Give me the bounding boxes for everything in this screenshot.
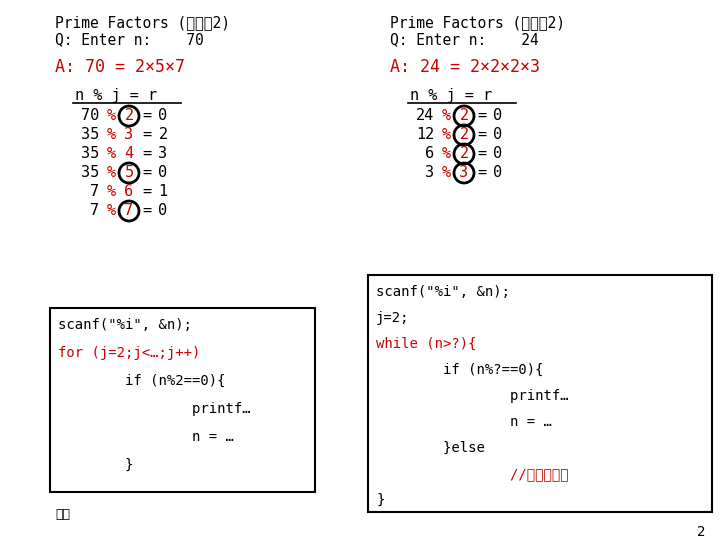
Text: 5: 5 [125,165,134,180]
Text: j=2;: j=2; [376,311,410,325]
Text: %: % [107,165,116,180]
Text: =: = [143,127,152,142]
Text: 0: 0 [493,108,503,123]
Text: 2: 2 [459,127,469,142]
Text: =: = [143,108,152,123]
Text: %: % [107,108,116,123]
Text: }else: }else [376,441,485,455]
Text: 2: 2 [697,525,705,539]
Text: 3: 3 [425,165,434,180]
Text: scanf("%i", &n);: scanf("%i", &n); [376,285,510,299]
Text: Prime Factors (賯因數2): Prime Factors (賯因數2) [55,15,230,30]
Text: =: = [143,165,152,180]
Text: 2: 2 [459,108,469,123]
Text: 35: 35 [81,127,99,142]
Text: =: = [477,146,487,161]
Text: A: 70 = 2×5×7: A: 70 = 2×5×7 [55,58,185,76]
Text: //試下一個數: //試下一個數 [376,467,569,481]
Text: if (n%?==0){: if (n%?==0){ [376,363,544,377]
Text: }: } [58,458,133,472]
Text: 0: 0 [493,127,503,142]
Text: %: % [441,108,451,123]
Text: for (j=2;j<…;j++): for (j=2;j<…;j++) [58,346,200,360]
Text: %: % [441,146,451,161]
Text: 0: 0 [493,165,503,180]
Text: 0: 0 [158,203,168,218]
Text: 賯數: 賯數 [55,508,70,521]
Text: 7: 7 [125,203,134,218]
Text: Q: Enter n:    70: Q: Enter n: 70 [55,32,204,47]
Text: 2: 2 [125,108,134,123]
Text: 0: 0 [158,165,168,180]
Text: 1: 1 [158,184,168,199]
Text: n % j = r: n % j = r [410,88,492,103]
Text: 3: 3 [459,165,469,180]
Text: 3: 3 [125,127,134,142]
Text: n = …: n = … [376,415,552,429]
Text: 7: 7 [90,203,99,218]
Text: }: } [376,493,384,507]
Text: scanf("%i", &n);: scanf("%i", &n); [58,318,192,332]
Text: if (n%2==0){: if (n%2==0){ [58,374,225,388]
Text: Q: Enter n:    24: Q: Enter n: 24 [390,32,539,47]
FancyBboxPatch shape [50,308,315,492]
Text: 35: 35 [81,165,99,180]
Text: =: = [143,146,152,161]
Text: 2: 2 [459,146,469,161]
Text: printf…: printf… [376,389,569,403]
Text: 6: 6 [425,146,434,161]
Text: n = …: n = … [58,430,234,444]
Text: 70: 70 [81,108,99,123]
Text: 2: 2 [158,127,168,142]
Text: n % j = r: n % j = r [75,88,157,103]
Text: Prime Factors (賯因數2): Prime Factors (賯因數2) [390,15,565,30]
Text: 0: 0 [158,108,168,123]
Text: A: 24 = 2×2×2×3: A: 24 = 2×2×2×3 [390,58,540,76]
Text: =: = [143,203,152,218]
Text: while (n>?){: while (n>?){ [376,337,477,351]
Text: =: = [143,184,152,199]
Text: 0: 0 [493,146,503,161]
Text: 35: 35 [81,146,99,161]
Text: 4: 4 [125,146,134,161]
Text: %: % [441,127,451,142]
Text: =: = [477,165,487,180]
Text: 6: 6 [125,184,134,199]
Text: 12: 12 [415,127,434,142]
Text: =: = [477,127,487,142]
Text: 3: 3 [158,146,168,161]
Text: %: % [107,146,116,161]
Text: 24: 24 [415,108,434,123]
Text: =: = [477,108,487,123]
FancyBboxPatch shape [368,275,712,512]
Text: %: % [107,184,116,199]
Text: 7: 7 [90,184,99,199]
Text: %: % [441,165,451,180]
Text: printf…: printf… [58,402,251,416]
Text: %: % [107,127,116,142]
Text: %: % [107,203,116,218]
